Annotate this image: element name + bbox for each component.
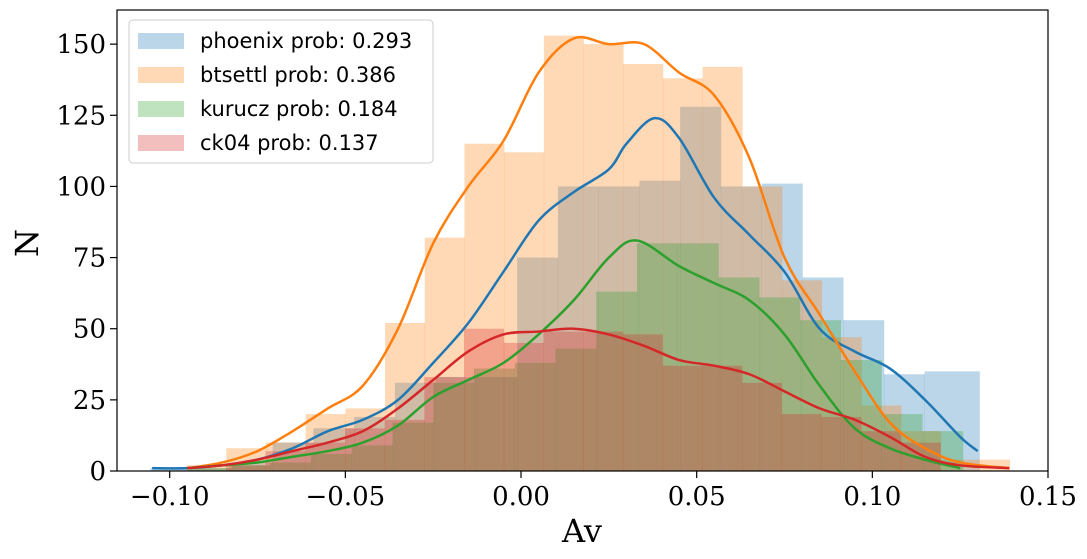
series-2-kde-line <box>187 239 961 470</box>
plot-area <box>150 35 1011 472</box>
y-tick-label: 75 <box>73 244 106 274</box>
series-0-kde-line <box>152 116 979 470</box>
bar <box>781 414 822 471</box>
bar <box>473 368 515 471</box>
bar <box>759 297 801 471</box>
x-axis-title: Av <box>561 512 602 550</box>
bar <box>802 277 844 471</box>
bar <box>821 337 862 471</box>
y-tick-label: 150 <box>56 30 106 60</box>
y-tick-label: 125 <box>56 101 106 131</box>
bar <box>464 328 505 471</box>
bar <box>351 445 393 471</box>
series-1-bars <box>186 35 1011 472</box>
bar <box>392 422 434 471</box>
bar <box>225 465 266 471</box>
bar <box>662 365 703 471</box>
y-tick-label: 0 <box>89 457 106 487</box>
bar <box>761 183 803 471</box>
y-tick-label: 50 <box>73 315 106 345</box>
x-tick-label: −0.05 <box>306 482 386 512</box>
legend-label: btsettl prob: 0.386 <box>200 63 396 87</box>
legend-swatch <box>138 33 184 49</box>
legend: phoenix prob: 0.293 btsettl prob: 0.386 ku… <box>128 19 434 164</box>
series-0-bars <box>150 106 980 472</box>
bar <box>622 334 663 471</box>
bar <box>840 360 882 471</box>
bar <box>433 382 475 471</box>
bar <box>188 468 230 471</box>
bar <box>680 106 722 472</box>
bar <box>270 462 312 471</box>
series-1-kde-line <box>187 35 1010 470</box>
bar <box>720 186 762 471</box>
bar <box>464 143 505 471</box>
x-tick-label: 0.05 <box>668 482 726 512</box>
bar <box>543 331 584 471</box>
bar <box>555 348 597 471</box>
bar <box>598 186 640 471</box>
series-3-bars <box>225 328 941 471</box>
legend-label: phoenix prob: 0.293 <box>200 29 412 53</box>
bar <box>596 291 638 471</box>
bar <box>514 362 556 471</box>
y-tick-label: 100 <box>56 172 106 202</box>
bar <box>503 342 544 471</box>
legend-swatch <box>138 67 184 83</box>
bar <box>821 416 862 471</box>
bar <box>191 468 233 471</box>
x-tick-label: 0.15 <box>1019 482 1077 512</box>
bar <box>843 320 885 471</box>
bar <box>799 320 842 471</box>
bar <box>702 66 743 472</box>
bar <box>517 257 559 471</box>
bar <box>782 280 823 471</box>
bar <box>384 419 425 471</box>
bar <box>583 331 624 471</box>
bar <box>639 180 681 472</box>
bar <box>385 323 426 471</box>
bar <box>424 237 465 471</box>
x-tick-label: 0.00 <box>492 482 550 512</box>
bar <box>583 44 624 472</box>
bar <box>476 377 518 471</box>
bar <box>924 371 980 471</box>
legend-label: ck04 prob: 0.137 <box>200 131 379 155</box>
x-tick-label: 0.10 <box>843 482 901 512</box>
axes: −0.10 −0.05 0.00 0.05 0.10 0.15 0 25 50 75 100 125 1… <box>56 30 1077 512</box>
legend-swatch <box>138 135 184 151</box>
x-tick-label: −0.10 <box>130 482 210 512</box>
bar <box>741 382 782 471</box>
y-axis-title: N <box>8 229 46 257</box>
bar <box>504 152 545 472</box>
bar <box>229 465 271 471</box>
y-tick-label: 25 <box>73 386 106 416</box>
plot-frame <box>116 9 1049 472</box>
bar <box>424 377 465 471</box>
legend-box <box>128 19 434 164</box>
bar <box>623 64 664 471</box>
legend-swatch <box>138 101 184 117</box>
bar <box>543 35 584 471</box>
bar <box>231 462 273 471</box>
series-3-kde-line <box>187 327 1010 470</box>
legend-label: kurucz prob: 0.184 <box>200 97 398 121</box>
bar <box>310 453 352 471</box>
bar <box>702 365 743 471</box>
